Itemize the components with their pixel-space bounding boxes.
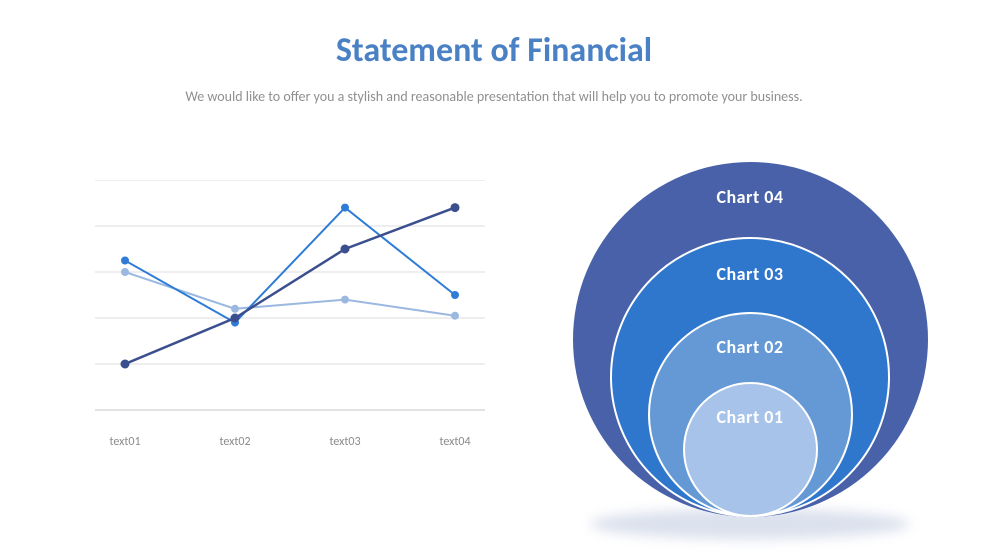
series-marker-series-mid <box>121 257 129 265</box>
series-marker-series-light <box>121 268 129 276</box>
circle-label: Chart 02 <box>716 336 783 358</box>
series-marker-series-light <box>451 312 459 320</box>
nested-circles-chart: Chart 04 Chart 03 Chart 02 Chart 01 <box>560 145 940 535</box>
series-marker-series-dark <box>231 314 240 323</box>
series-marker-series-dark <box>451 203 460 212</box>
x-axis-label: text04 <box>439 435 470 449</box>
series-line-series-mid <box>125 208 455 323</box>
series-marker-series-light <box>341 296 349 304</box>
x-axis-label: text01 <box>109 435 140 449</box>
page-title: Statement of Financial <box>0 30 988 71</box>
x-axis-label: text02 <box>219 435 250 449</box>
page-subtitle: We would like to offer you a stylish and… <box>0 88 988 105</box>
series-marker-series-light <box>231 305 239 313</box>
series-marker-series-mid <box>341 204 349 212</box>
line-chart: text01 text02 text03 text04 <box>85 180 485 470</box>
circle-label: Chart 01 <box>716 406 783 428</box>
series-marker-series-dark <box>121 360 130 369</box>
nested-circle-4: Chart 01 <box>683 382 818 517</box>
circle-label: Chart 04 <box>716 186 783 208</box>
series-marker-series-dark <box>341 245 350 254</box>
circle-label: Chart 03 <box>716 263 783 285</box>
x-axis-label: text03 <box>329 435 360 449</box>
series-line-series-light <box>125 272 455 316</box>
series-line-series-dark <box>125 208 455 364</box>
series-marker-series-mid <box>451 291 459 299</box>
